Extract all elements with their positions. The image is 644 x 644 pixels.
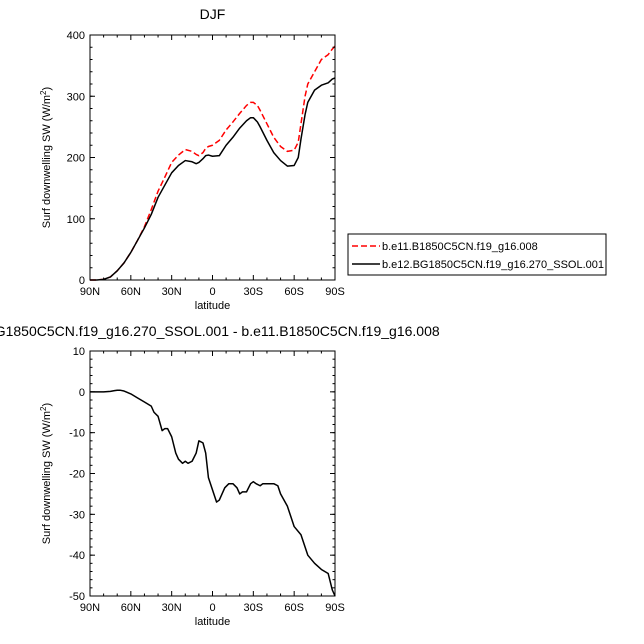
- y-tick-label: -50: [69, 591, 85, 603]
- plot-frame: [89, 350, 336, 597]
- top-chart: DJF 90N 60N 30N 0 30S 60S 90S 0 100 200 300 400 latit…: [39, 6, 607, 312]
- x-tick-label: 30S: [244, 286, 264, 298]
- y-tick-label: 0: [79, 275, 85, 287]
- x-tick-label: 90N: [80, 602, 100, 614]
- y-tick-label: -30: [69, 509, 85, 521]
- y-tick-label: 400: [67, 30, 85, 42]
- legend-box: [347, 233, 607, 276]
- x-tick-label: 0: [209, 286, 215, 298]
- x-tick-label: 90S: [325, 602, 345, 614]
- series-line-0: [90, 389, 336, 597]
- x-axis-label: latitude: [195, 616, 230, 628]
- x-tick-label: 60S: [284, 286, 304, 298]
- bottom-chart: BG1850C5CN.f19_g16.270_SSOL.001 - b.e11.…: [0, 323, 440, 628]
- legend-label-1: b.e12.BG1850C5CN.f19_g16.270_SSOL.001: [382, 259, 604, 271]
- y-tick-label: 200: [67, 153, 85, 165]
- x-tick-label: 30N: [162, 602, 182, 614]
- y-axis-label: Surf downwelling SW (W/m2): [39, 403, 53, 544]
- legend-label-0: b.e11.B1850C5CN.f19_g16.008: [382, 241, 538, 253]
- x-tick-label: 90S: [325, 286, 345, 298]
- x-tick-label: 0: [209, 602, 215, 614]
- y-tick-label: 10: [73, 346, 85, 358]
- y-tick-label: -20: [69, 469, 85, 481]
- y-axis-label: Surf downwelling SW (W/m2): [39, 87, 53, 228]
- x-tick-label: 60N: [121, 286, 141, 298]
- x-axis-label: latitude: [195, 300, 230, 312]
- chart-title: DJF: [200, 6, 226, 22]
- y-tick-label: 300: [67, 91, 85, 103]
- x-tick-label: 60S: [284, 602, 304, 614]
- series-line-0: [90, 45, 336, 281]
- y-tick-label: 0: [79, 387, 85, 399]
- x-tick-label: 90N: [80, 286, 100, 298]
- y-tick-label: -10: [69, 428, 85, 440]
- x-tick-label: 30N: [162, 286, 182, 298]
- x-tick-label: 60N: [121, 602, 141, 614]
- series-line-1: [90, 77, 336, 281]
- y-tick-label: -40: [69, 550, 85, 562]
- chart-title: BG1850C5CN.f19_g16.270_SSOL.001 - b.e11.…: [0, 323, 440, 339]
- y-tick-label: 100: [67, 214, 85, 226]
- x-tick-label: 30S: [244, 602, 264, 614]
